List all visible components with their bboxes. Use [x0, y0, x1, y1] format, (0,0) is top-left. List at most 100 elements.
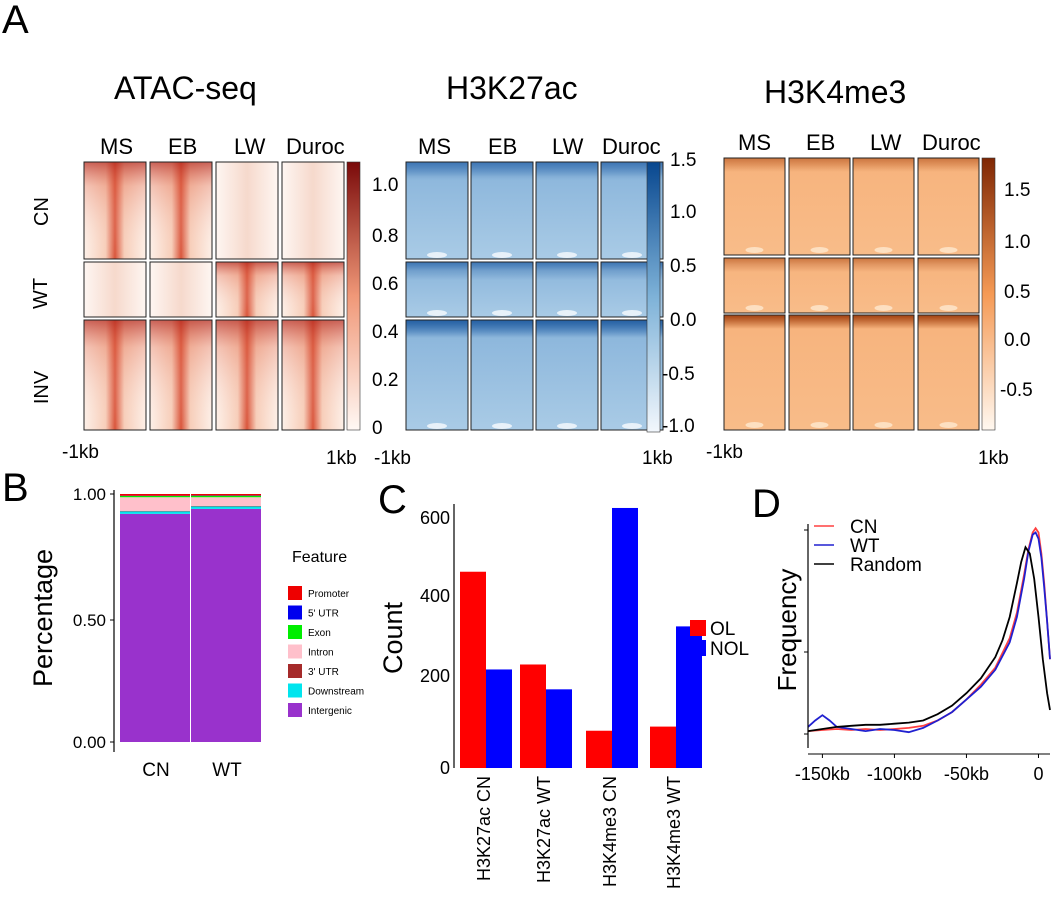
panel-letter-b: B — [2, 466, 29, 510]
panel-b-chart: 1.00 0.50 0.00 CN WT Percentage Feature … — [28, 485, 364, 781]
h3k27ac-x-start: -1kb — [374, 448, 411, 469]
b-bar-segment — [120, 513, 190, 742]
h3k27ac-col-lw: LW — [552, 134, 584, 159]
panel-letter-a: A — [2, 0, 29, 42]
atac-cell — [149, 161, 213, 260]
h3k27ac-cb-tick: 0.0 — [670, 310, 697, 331]
h3k4me3-cb-tick: 1.5 — [1004, 180, 1031, 201]
b-legend-label: Downstream — [308, 687, 364, 698]
h3k4me3-colorbar — [981, 157, 996, 431]
c-bar-ol — [650, 726, 676, 768]
c-xtick: H3K27ac WT — [534, 776, 554, 883]
b-xtick: WT — [212, 760, 242, 781]
c-xtick: H3K4me3 CN — [600, 776, 620, 887]
atac-col-ms: MS — [100, 134, 133, 159]
h3k27ac-cell — [535, 261, 599, 318]
d-xtick: 0 — [1033, 764, 1043, 784]
h3k4me3-col-eb: EB — [806, 130, 836, 155]
c-bar-nol — [546, 689, 572, 768]
atac-title: ATAC-seq — [114, 70, 257, 106]
c-bar-ol — [460, 571, 486, 768]
h3k27ac-title: H3K27ac — [446, 70, 578, 106]
h3k27ac-col-duroc: Duroc — [602, 134, 661, 159]
h3k27ac-cb-tick: 1.0 — [670, 202, 697, 223]
b-legend-swatch — [288, 703, 302, 717]
atac-cb-tick: 0 — [372, 418, 383, 439]
h3k27ac-cb-tick: -0.5 — [662, 364, 695, 385]
h3k27ac-cell — [405, 319, 469, 431]
h3k27ac-cell — [470, 161, 534, 260]
d-legend-label: Random — [850, 555, 922, 576]
atac-cb-tick: 0.2 — [372, 370, 399, 391]
h3k4me3-cell — [852, 157, 915, 256]
h3k4me3-cell — [723, 257, 786, 314]
b-xtick: CN — [142, 760, 169, 781]
h3k4me3-cell — [852, 314, 915, 431]
c-ytick: 200 — [420, 666, 450, 686]
h3k27ac-cell — [470, 319, 534, 431]
b-bar-segment — [191, 495, 261, 498]
h3k27ac-cell — [405, 261, 469, 318]
h3k4me3-cell — [788, 157, 851, 256]
atac-cb-tick: 0.6 — [372, 274, 399, 295]
atac-cell — [215, 161, 279, 260]
b-legend-swatch — [288, 644, 302, 659]
atac-cb-tick: 0.4 — [372, 322, 399, 343]
b-legend-label: Promoter — [308, 589, 350, 600]
d-line-cn — [807, 526, 1051, 732]
b-bar-segment — [120, 494, 190, 496]
h3k4me3-cell — [788, 257, 851, 314]
atac-cell — [149, 319, 213, 431]
b-bar-segment — [191, 494, 261, 496]
h3k4me3-title: H3K4me3 — [764, 74, 907, 110]
h3k4me3-x-end: 1kb — [978, 448, 1009, 469]
atac-col-lw: LW — [234, 134, 266, 159]
atac-cell — [83, 161, 147, 260]
b-legend-swatch — [288, 586, 302, 600]
b-legend-title: Feature — [292, 549, 347, 566]
b-legend-swatch — [288, 605, 302, 620]
b-legend-label: Exon — [308, 628, 331, 639]
c-bar-nol — [612, 507, 638, 768]
b-legend-label: Intron — [308, 648, 334, 659]
h3k4me3-cell — [917, 257, 980, 314]
h3k27ac-cb-tick: 1.5 — [670, 150, 697, 171]
atac-cell — [149, 261, 213, 318]
atac-cell — [215, 261, 279, 318]
atac-cell — [281, 261, 345, 318]
atac-x-start: -1kb — [62, 442, 99, 463]
b-legend-label: 3' UTR — [308, 667, 339, 678]
atac-cell — [83, 261, 147, 318]
c-legend-swatch — [690, 640, 706, 656]
b-legend-swatch — [288, 683, 302, 698]
d-legend-label: WT — [850, 536, 880, 557]
h3k4me3-cell — [788, 314, 851, 431]
panel-letter-d: D — [752, 482, 781, 526]
atac-cb-tick: 1.0 — [372, 175, 399, 196]
atac-x-end: 1kb — [326, 448, 357, 469]
c-ylabel: Count — [378, 601, 408, 674]
atac-cell — [215, 319, 279, 431]
panel-letter-c: C — [378, 478, 407, 522]
d-xtick: -50kb — [944, 764, 989, 784]
h3k4me3-cell — [917, 314, 980, 431]
h3k4me3-col-ms: MS — [738, 130, 771, 155]
panel-c-chart: 600 400 200 0 Count H3K27ac CN H3K27ac WT… — [378, 504, 749, 889]
b-bar-segment — [120, 511, 190, 514]
atac-col-duroc: Duroc — [286, 134, 345, 159]
b-ytick: 0.00 — [73, 733, 106, 752]
atac-cb-tick: 0.8 — [372, 226, 399, 247]
d-xtick: -100kb — [867, 764, 922, 784]
h3k27ac-cb-tick: -1.0 — [662, 416, 695, 437]
h3k27ac-cell — [535, 319, 599, 431]
h3k27ac-col-ms: MS — [418, 134, 451, 159]
h3k27ac-cell — [470, 261, 534, 318]
b-ytick: 0.50 — [73, 611, 106, 630]
c-bar-ol — [586, 730, 612, 768]
b-bar-segment — [191, 497, 261, 506]
b-bar-segment — [120, 497, 190, 511]
b-legend-label: Intergenic — [308, 706, 352, 717]
b-legend-swatch — [288, 625, 302, 639]
atac-cell — [281, 161, 345, 260]
